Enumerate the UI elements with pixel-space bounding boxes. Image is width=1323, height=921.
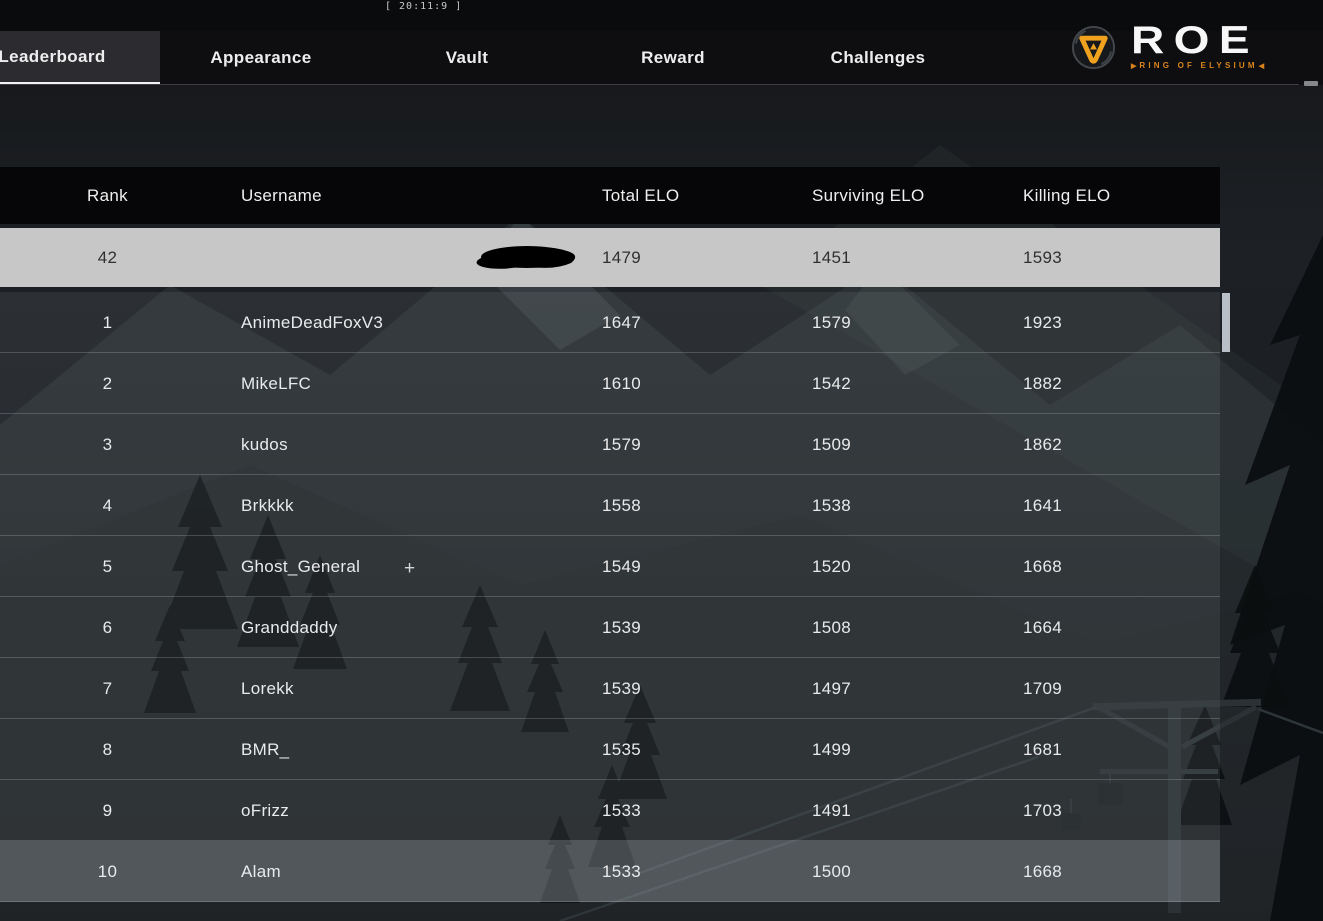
logo-title: ROE	[1131, 19, 1260, 62]
table-row[interactable]: 4 Brkkkk 1558 1538 1641	[0, 475, 1220, 536]
column-header-killing-elo: Killing ELO	[1023, 185, 1111, 205]
tab-challenges[interactable]: Challenges	[830, 48, 926, 67]
username-cell: AnimeDeadFoxV3	[241, 312, 384, 332]
username-cell: BMR_	[241, 739, 290, 759]
column-header-username: Username	[241, 185, 322, 205]
username-cell: kudos	[241, 434, 288, 454]
table-row[interactable]: 9 oFrizz 1533 1491 1703	[0, 780, 1220, 841]
column-header-total-elo: Total ELO	[602, 185, 680, 205]
table-row[interactable]: 2 MikeLFC 1610 1542 1882	[0, 353, 1220, 414]
roe-logo: ROE ▶ RING OF ELYSIUM ◀	[1070, 21, 1264, 76]
killing-elo-cell: 1923	[1023, 312, 1063, 332]
column-header-rank: Rank	[87, 185, 128, 205]
leaderboard-header-row: Rank Username Total ELO Surviving ELO Ki…	[0, 167, 1220, 224]
table-row[interactable]: 3 kudos 1579 1509 1862	[0, 414, 1220, 475]
surviving-elo-cell: 1538	[812, 495, 852, 515]
killing-elo-cell: 1882	[1023, 373, 1063, 393]
rank-cell: 4	[102, 495, 113, 515]
table-row[interactable]: 8 BMR_ 1535 1499 1681	[0, 719, 1220, 780]
total-elo-cell: 1579	[602, 434, 642, 454]
rank-cell: 3	[102, 434, 113, 454]
username-cell: Brkkkk	[241, 495, 294, 515]
tab-vault[interactable]: Vault	[445, 48, 489, 67]
surviving-elo-cell: 1542	[812, 373, 852, 393]
tab-leaderboard[interactable]: Leaderboard	[0, 31, 160, 85]
username-cell: oFrizz	[241, 800, 290, 820]
rank-cell: 9	[102, 800, 113, 820]
total-elo-cell: 1647	[602, 312, 642, 332]
table-row[interactable]: 5 Ghost_General 1549 1520 1668	[0, 536, 1220, 597]
total-elo-cell: 1549	[602, 556, 642, 576]
surviving-elo-cell: 1508	[812, 617, 852, 637]
logo-subtitle-text: RING OF ELYSIUM	[1139, 61, 1258, 70]
killing-elo-cell: 1641	[1023, 495, 1063, 515]
rank-cell: 5	[102, 556, 113, 576]
surviving-elo-cell: 1509	[812, 434, 852, 454]
total-elo-cell: 1533	[602, 861, 642, 881]
right-forest-silhouette	[1176, 235, 1323, 921]
total-elo-cell: 1535	[602, 739, 642, 759]
username-cell: Alam	[241, 861, 281, 881]
surviving-elo-cell: 1499	[812, 739, 852, 759]
table-row[interactable]: 1 AnimeDeadFoxV3 1647 1579 1923	[0, 292, 1220, 353]
rank-cell: 6	[102, 617, 113, 637]
player-rank-row[interactable]: 42 1479 1451 1593	[0, 228, 1220, 287]
background-scene	[0, 85, 1323, 921]
killing-elo-cell: 1681	[1023, 739, 1063, 759]
table-row[interactable]: 6 Granddaddy 1539 1508 1664	[0, 597, 1220, 658]
logo-text: ROE ▶ RING OF ELYSIUM ◀	[1131, 21, 1264, 70]
scrollbar-thumb[interactable]	[1222, 293, 1230, 352]
subtitle-left-arrow-icon: ▶	[1131, 62, 1137, 70]
killing-elo-cell: 1668	[1023, 861, 1063, 881]
logo-subtitle: ▶ RING OF ELYSIUM ◀	[1131, 61, 1264, 70]
total-elo-cell: 1539	[602, 617, 642, 637]
username-cell: Ghost_General	[241, 556, 361, 576]
killing-elo-cell: 1862	[1023, 434, 1063, 454]
username-cell: MikeLFC	[241, 373, 312, 393]
tab-reward[interactable]: Reward	[641, 48, 705, 67]
rank-cell: 10	[97, 861, 118, 881]
total-elo-cell: 1539	[602, 678, 642, 698]
surviving-elo-cell: 1451	[812, 247, 852, 267]
rank-cell: 8	[102, 739, 113, 759]
clock-text: [ 20:11:9 ]	[385, 1, 463, 12]
surviving-elo-cell: 1491	[812, 800, 852, 820]
killing-elo-cell: 1668	[1023, 556, 1063, 576]
table-row[interactable]: 10 Alam 1533 1500 1668	[0, 841, 1220, 902]
table-body: 1 AnimeDeadFoxV3 1647 1579 1923 2 MikeLF…	[0, 292, 1220, 902]
total-elo-cell: 1558	[602, 495, 642, 515]
killing-elo-cell: 1703	[1023, 800, 1063, 820]
username-cell: Lorekk	[241, 678, 294, 698]
username-cell: Granddaddy	[241, 617, 338, 637]
rank-cell: 7	[102, 678, 113, 698]
redaction-scribble	[476, 246, 576, 269]
total-elo-cell: 1479	[602, 247, 642, 267]
subtitle-right-arrow-icon: ◀	[1258, 62, 1265, 70]
roe-emblem-icon	[1071, 25, 1116, 70]
trees-silhouette	[144, 475, 667, 903]
background-art	[0, 85, 1323, 921]
total-elo-cell: 1610	[602, 373, 642, 393]
ski-lift-silhouette	[559, 698, 1323, 921]
username-cell-redacted	[241, 228, 586, 287]
top-status-bar: [ 20:11:9 ]	[0, 0, 1323, 31]
rank-cell: 1	[102, 312, 113, 332]
surviving-elo-cell: 1500	[812, 861, 852, 881]
killing-elo-cell: 1593	[1023, 247, 1063, 267]
killing-elo-cell: 1664	[1023, 617, 1063, 637]
surviving-elo-cell: 1579	[812, 312, 852, 332]
nav-scroll-dash	[1304, 81, 1318, 86]
column-header-surviving-elo: Surviving ELO	[812, 185, 925, 205]
rank-cell: 42	[97, 247, 118, 267]
tab-appearance[interactable]: Appearance	[210, 48, 312, 67]
killing-elo-cell: 1709	[1023, 678, 1063, 698]
surviving-elo-cell: 1497	[812, 678, 852, 698]
rank-cell: 2	[102, 373, 113, 393]
nav-divider-line	[0, 84, 1299, 85]
total-elo-cell: 1533	[602, 800, 642, 820]
table-row[interactable]: 7 Lorekk 1539 1497 1709	[0, 658, 1220, 719]
surviving-elo-cell: 1520	[812, 556, 852, 576]
